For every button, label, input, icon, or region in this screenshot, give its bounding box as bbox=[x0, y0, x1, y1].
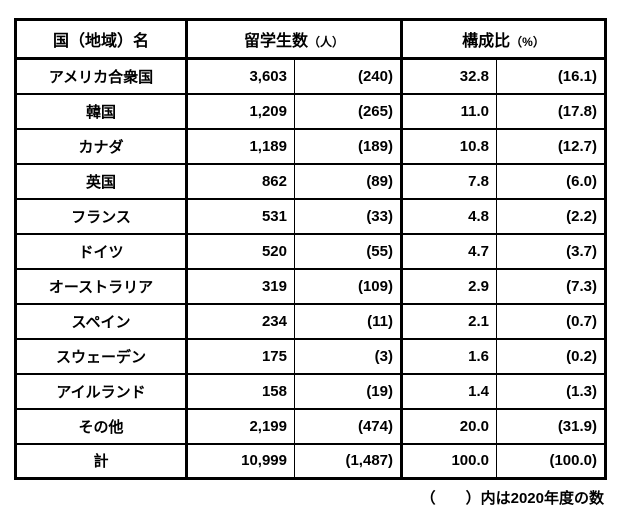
table-row: 英国 862 (89) 7.8 (6.0) bbox=[15, 162, 606, 200]
country-cell: スペイン bbox=[15, 302, 188, 340]
ratio-prev-cell: (3.7) bbox=[496, 232, 606, 270]
students-prev-cell: (33) bbox=[294, 197, 403, 235]
table-header-row: 国（地域）名 留学生数（人） 構成比（%） bbox=[15, 18, 606, 60]
students-cell: 1,209 bbox=[186, 92, 295, 130]
country-cell: スウェーデン bbox=[15, 337, 188, 375]
ratio-prev-cell: (2.2) bbox=[496, 197, 606, 235]
ratio-prev-cell: (1.3) bbox=[496, 372, 606, 410]
ratio-cell: 7.8 bbox=[401, 162, 497, 200]
country-cell: 計 bbox=[15, 442, 188, 480]
ratio-cell: 32.8 bbox=[401, 57, 497, 95]
ratio-cell: 2.1 bbox=[401, 302, 497, 340]
column-header-country: 国（地域）名 bbox=[15, 18, 188, 60]
country-cell: ドイツ bbox=[15, 232, 188, 270]
country-cell: 英国 bbox=[15, 162, 188, 200]
country-cell: フランス bbox=[15, 197, 188, 235]
ratio-cell: 11.0 bbox=[401, 92, 497, 130]
students-cell: 1,189 bbox=[186, 127, 295, 165]
country-cell: アメリカ合衆国 bbox=[15, 57, 188, 95]
students-prev-cell: (11) bbox=[294, 302, 403, 340]
country-cell: カナダ bbox=[15, 127, 188, 165]
ratio-prev-cell: (0.7) bbox=[496, 302, 606, 340]
students-prev-cell: (3) bbox=[294, 337, 403, 375]
footnote: （ ）内は2020年度の数 bbox=[420, 490, 604, 507]
students-prev-cell: (55) bbox=[294, 232, 403, 270]
ratio-prev-cell: (100.0) bbox=[496, 442, 606, 480]
column-header-ratio-unit: （%） bbox=[510, 35, 545, 49]
students-cell: 10,999 bbox=[186, 442, 295, 480]
students-cell: 531 bbox=[186, 197, 295, 235]
ratio-cell: 4.7 bbox=[401, 232, 497, 270]
ratio-cell: 1.4 bbox=[401, 372, 497, 410]
students-prev-cell: (474) bbox=[294, 407, 403, 445]
table-row: スペイン 234 (11) 2.1 (0.7) bbox=[15, 302, 606, 340]
students-prev-cell: (265) bbox=[294, 92, 403, 130]
ratio-cell: 1.6 bbox=[401, 337, 497, 375]
students-prev-cell: (189) bbox=[294, 127, 403, 165]
table-total-row: 計 10,999 (1,487) 100.0 (100.0) bbox=[15, 442, 606, 480]
table-row: カナダ 1,189 (189) 10.8 (12.7) bbox=[15, 127, 606, 165]
students-by-country-table: 国（地域）名 留学生数（人） 構成比（%） アメリカ合衆国 3,603 (240… bbox=[14, 18, 607, 480]
ratio-cell: 2.9 bbox=[401, 267, 497, 305]
table-row: オーストラリア 319 (109) 2.9 (7.3) bbox=[15, 267, 606, 305]
students-prev-cell: (109) bbox=[294, 267, 403, 305]
ratio-prev-cell: (12.7) bbox=[496, 127, 606, 165]
ratio-cell: 100.0 bbox=[401, 442, 497, 480]
table-row: スウェーデン 175 (3) 1.6 (0.2) bbox=[15, 337, 606, 375]
students-cell: 3,603 bbox=[186, 57, 295, 95]
table-row: 韓国 1,209 (265) 11.0 (17.8) bbox=[15, 92, 606, 130]
ratio-prev-cell: (0.2) bbox=[496, 337, 606, 375]
table-row: ドイツ 520 (55) 4.7 (3.7) bbox=[15, 232, 606, 270]
students-cell: 862 bbox=[186, 162, 295, 200]
column-header-students-label: 留学生数 bbox=[243, 33, 308, 50]
table-row: フランス 531 (33) 4.8 (2.2) bbox=[15, 197, 606, 235]
ratio-prev-cell: (7.3) bbox=[496, 267, 606, 305]
table-row: アイルランド 158 (19) 1.4 (1.3) bbox=[15, 372, 606, 410]
ratio-prev-cell: (31.9) bbox=[496, 407, 606, 445]
ratio-prev-cell: (17.8) bbox=[496, 92, 606, 130]
column-header-ratio: 構成比（%） bbox=[401, 18, 606, 60]
students-cell: 520 bbox=[186, 232, 295, 270]
ratio-cell: 20.0 bbox=[401, 407, 497, 445]
table-row: アメリカ合衆国 3,603 (240) 32.8 (16.1) bbox=[15, 57, 606, 95]
ratio-cell: 10.8 bbox=[401, 127, 497, 165]
ratio-prev-cell: (16.1) bbox=[496, 57, 606, 95]
table-row: その他 2,199 (474) 20.0 (31.9) bbox=[15, 407, 606, 445]
column-header-students-unit: （人） bbox=[308, 35, 345, 49]
students-prev-cell: (19) bbox=[294, 372, 403, 410]
ratio-prev-cell: (6.0) bbox=[496, 162, 606, 200]
students-cell: 158 bbox=[186, 372, 295, 410]
students-prev-cell: (240) bbox=[294, 57, 403, 95]
students-prev-cell: (89) bbox=[294, 162, 403, 200]
students-cell: 175 bbox=[186, 337, 295, 375]
ratio-cell: 4.8 bbox=[401, 197, 497, 235]
students-prev-cell: (1,487) bbox=[294, 442, 403, 480]
country-cell: オーストラリア bbox=[15, 267, 188, 305]
column-header-students: 留学生数（人） bbox=[186, 18, 403, 60]
students-cell: 319 bbox=[186, 267, 295, 305]
country-cell: 韓国 bbox=[15, 92, 188, 130]
students-cell: 2,199 bbox=[186, 407, 295, 445]
column-header-ratio-label: 構成比 bbox=[462, 33, 511, 50]
country-cell: アイルランド bbox=[15, 372, 188, 410]
country-cell: その他 bbox=[15, 407, 188, 445]
students-cell: 234 bbox=[186, 302, 295, 340]
